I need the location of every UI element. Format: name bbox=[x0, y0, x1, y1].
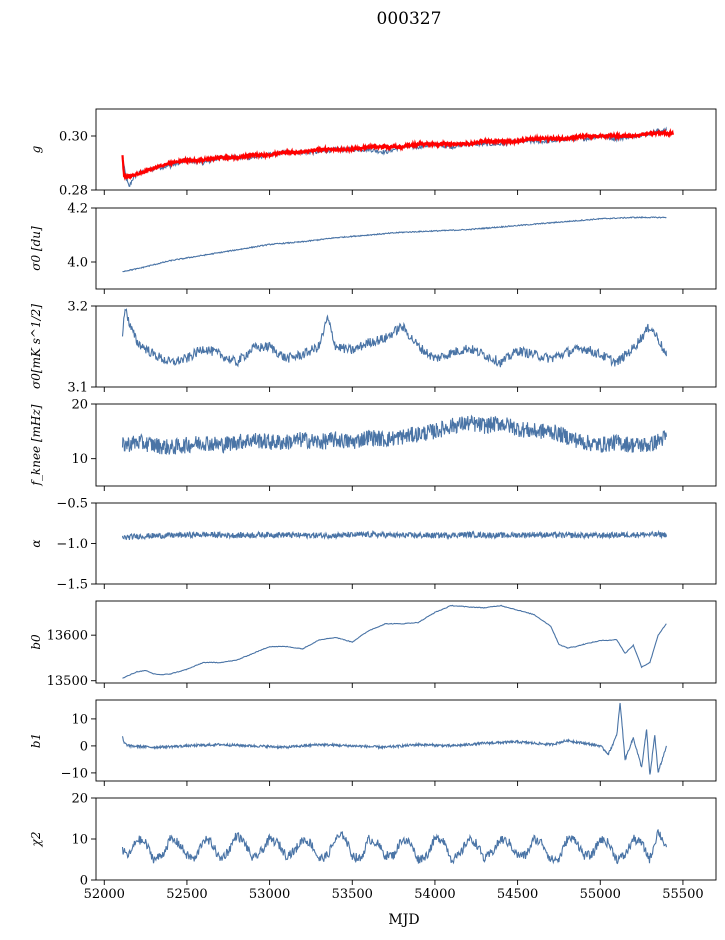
xtick-label-chi2: 55500 bbox=[662, 887, 703, 902]
xtick-label-chi2: 52000 bbox=[84, 887, 125, 902]
xtick-label-chi2: 53000 bbox=[249, 887, 290, 902]
ylabel-b1: b1 bbox=[29, 733, 43, 748]
axes-frame-b0 bbox=[95, 600, 717, 684]
ylabel-sigma0_mK: σ0[mK s^1/2] bbox=[29, 304, 43, 389]
ytick-label-g: 0.30 bbox=[59, 130, 88, 145]
xtick-label-chi2: 52500 bbox=[166, 887, 207, 902]
xtick-label-chi2: 54500 bbox=[497, 887, 538, 902]
ytick-label-sigma0_mK: 3.2 bbox=[67, 300, 88, 315]
series-g_fit bbox=[121, 128, 675, 181]
ylabel-alpha: α bbox=[29, 539, 43, 547]
axes-frame-g bbox=[95, 108, 717, 191]
xtick-label-chi2: 53500 bbox=[332, 887, 373, 902]
panel-alpha: −1.5 −1.0 −0.5 α bbox=[29, 497, 717, 593]
ylabel-sigma0_du: σ0 [du] bbox=[29, 226, 43, 271]
ytick-label-sigma0_du: 4.0 bbox=[67, 256, 88, 271]
axes-frame-fknee bbox=[95, 403, 717, 487]
ytick-label-alpha: −1.0 bbox=[56, 537, 88, 552]
axes-frame-b1 bbox=[95, 699, 717, 782]
panel-fknee: 10 20 f_knee [mHz] bbox=[29, 398, 717, 491]
ytick-label-alpha: −1.5 bbox=[56, 578, 88, 593]
panel-chi2: 0 10 20 52000 52500 53000 53500 54000 54500 55000… bbox=[29, 792, 717, 902]
series-fknee bbox=[121, 414, 667, 455]
ytick-label-alpha: −0.5 bbox=[56, 497, 88, 512]
ytick-label-fknee: 10 bbox=[71, 452, 88, 467]
x-axis-label: MJD bbox=[388, 912, 419, 928]
ytick-label-b1: 0 bbox=[80, 739, 88, 754]
ytick-label-chi2: 10 bbox=[71, 833, 88, 848]
axes-frame-sigma0_mK bbox=[95, 305, 717, 388]
ytick-label-b0: 13500 bbox=[47, 674, 88, 689]
panel-b1: −10 0 10 b1 bbox=[29, 699, 717, 786]
ytick-label-b0: 13600 bbox=[47, 629, 88, 644]
ylabel-b0: b0 bbox=[29, 634, 43, 650]
series-alpha bbox=[121, 529, 667, 541]
ylabel-g: g bbox=[29, 145, 43, 153]
figure-title: 000327 bbox=[377, 9, 442, 29]
ytick-label-fknee: 20 bbox=[71, 398, 88, 413]
ytick-label-chi2: 0 bbox=[80, 874, 88, 889]
ylabel-fknee: f_knee [mHz] bbox=[29, 404, 43, 486]
axes-frame-sigma0_du bbox=[95, 207, 717, 290]
axes-frame-alpha bbox=[95, 502, 717, 585]
series-b1 bbox=[121, 702, 667, 775]
xtick-label-chi2: 54000 bbox=[414, 887, 455, 902]
ytick-label-b1: −10 bbox=[61, 766, 88, 781]
ytick-label-chi2: 20 bbox=[71, 792, 88, 807]
panel-sigma0_mK: 3.1 3.2 σ0[mK s^1/2] bbox=[29, 300, 717, 396]
series-sigma0_du bbox=[122, 216, 667, 273]
series-b0 bbox=[122, 604, 667, 679]
ytick-label-g: 0.28 bbox=[59, 184, 88, 199]
ytick-label-sigma0_mK: 3.1 bbox=[67, 381, 88, 396]
panel-sigma0_du: 4.0 4.2 σ0 [du] bbox=[29, 202, 717, 294]
xtick-label-chi2: 55000 bbox=[580, 887, 621, 902]
ytick-label-sigma0_du: 4.2 bbox=[67, 202, 88, 217]
series-sigma0_mK bbox=[121, 308, 667, 368]
panel-g: 0.28 0.30 g bbox=[29, 108, 717, 199]
ylabel-chi2: χ2 bbox=[29, 832, 43, 848]
panel-b0: 13500 13600 b0 bbox=[29, 600, 717, 689]
series-chi2 bbox=[121, 829, 667, 865]
ytick-label-b1: 10 bbox=[71, 712, 88, 727]
